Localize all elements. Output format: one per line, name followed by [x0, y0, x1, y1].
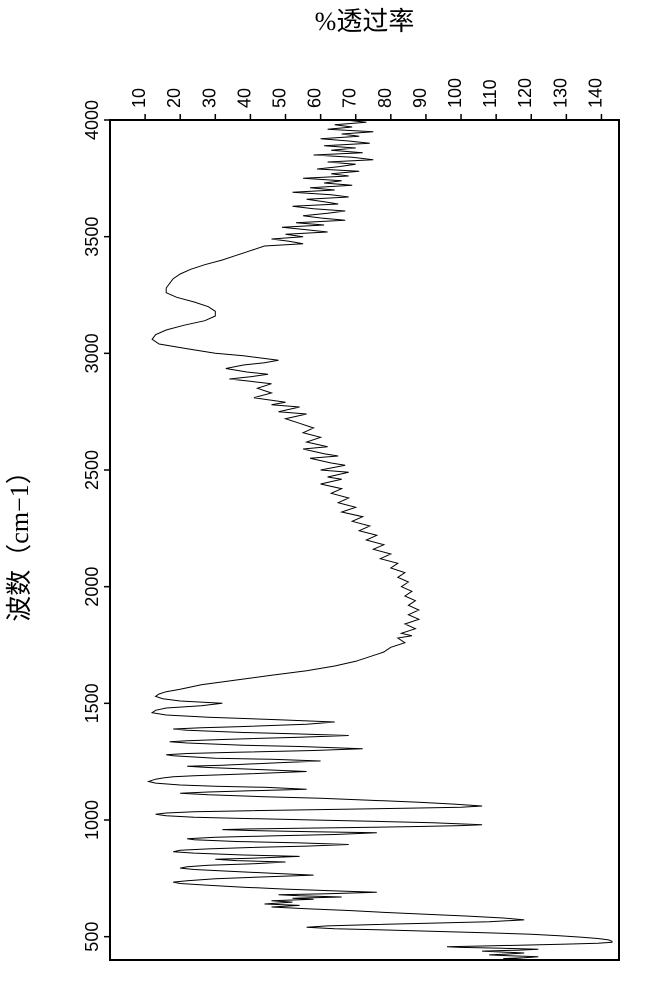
y-tick-label: 4000: [82, 100, 102, 140]
y-tick-label: 500: [82, 922, 102, 952]
chart-svg: 10 20 30 40 50 60 70 80 90 100 110 120 130 140 %透过率 500…: [0, 0, 659, 1000]
x-tick-label: 80: [375, 88, 395, 108]
x-tick-label: 90: [410, 88, 430, 108]
x-axis-title: %透过率: [315, 7, 415, 36]
spectrum-line: [149, 120, 612, 960]
x-tick-label: 70: [340, 88, 360, 108]
x-tick-label: 60: [305, 88, 325, 108]
x-tick-label: 40: [234, 88, 254, 108]
x-tick-label: 140: [585, 78, 605, 108]
x-tick-label: 100: [445, 78, 465, 108]
x-tick-label: 130: [550, 78, 570, 108]
x-tick-label: 110: [480, 79, 500, 108]
x-tick-label: 20: [164, 88, 184, 108]
y-tick-label: 3000: [82, 333, 102, 373]
y-tick-label: 3500: [82, 217, 102, 257]
y-tick-label: 2000: [82, 567, 102, 607]
x-tick-label: 30: [199, 88, 219, 108]
x-tick-label: 10: [129, 88, 149, 108]
x-tick-label: 50: [270, 88, 290, 108]
y-axis-title: 波数（cm−1）: [5, 458, 34, 621]
ir-spectrum-chart: 10 20 30 40 50 60 70 80 90 100 110 120 130 140 %透过率 500…: [0, 0, 659, 1000]
y-tick-label: 2500: [82, 450, 102, 490]
x-tick-label: 120: [515, 78, 535, 108]
y-tick-label: 1500: [82, 683, 102, 723]
y-tick-label: 1000: [82, 800, 102, 840]
